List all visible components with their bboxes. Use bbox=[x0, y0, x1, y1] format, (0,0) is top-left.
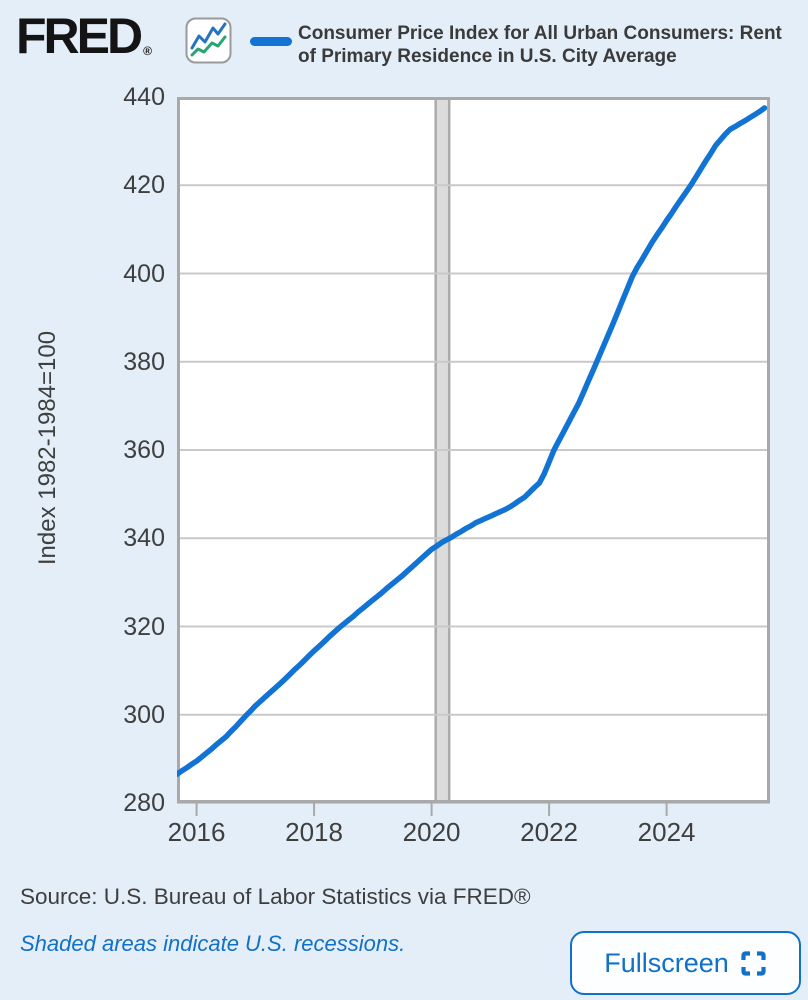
chart-title[interactable]: Consumer Price Index for All Urban Consu… bbox=[298, 23, 782, 67]
x-tick-label: 2020 bbox=[402, 817, 461, 847]
fullscreen-button[interactable]: Fullscreen bbox=[570, 931, 801, 995]
plot-area[interactable] bbox=[177, 97, 770, 819]
y-tick-label: 400 bbox=[123, 259, 165, 288]
fred-sparkline-icon bbox=[185, 17, 232, 64]
x-tick-label: 2022 bbox=[520, 817, 578, 847]
y-tick-label: 320 bbox=[123, 612, 165, 641]
y-tick-label: 440 bbox=[123, 83, 165, 111]
legend-line-swatch bbox=[250, 37, 292, 46]
y-tick-label: 340 bbox=[123, 524, 165, 553]
recession-note: Shaded areas indicate U.S. recessions. bbox=[20, 931, 406, 956]
y-tick-label: 420 bbox=[123, 171, 165, 200]
x-tick-label: 2016 bbox=[167, 817, 226, 847]
fred-logo[interactable]: FRED ® bbox=[16, 8, 152, 75]
x-tick-label: 2018 bbox=[285, 817, 343, 847]
fred-logo-text: FRED bbox=[16, 8, 143, 64]
fullscreen-label: Fullscreen bbox=[604, 947, 729, 978]
x-tick-label: 2024 bbox=[637, 817, 696, 847]
y-tick-label: 360 bbox=[123, 436, 165, 464]
registered-mark: ® bbox=[143, 44, 152, 58]
y-tick-label: 300 bbox=[123, 700, 165, 729]
data-line bbox=[177, 105, 768, 778]
y-tick-label: 380 bbox=[123, 347, 165, 376]
y-tick-label: 280 bbox=[123, 789, 165, 817]
source-text: Source: U.S. Bureau of Labor Statistics … bbox=[20, 884, 531, 909]
fullscreen-icon bbox=[741, 950, 766, 976]
